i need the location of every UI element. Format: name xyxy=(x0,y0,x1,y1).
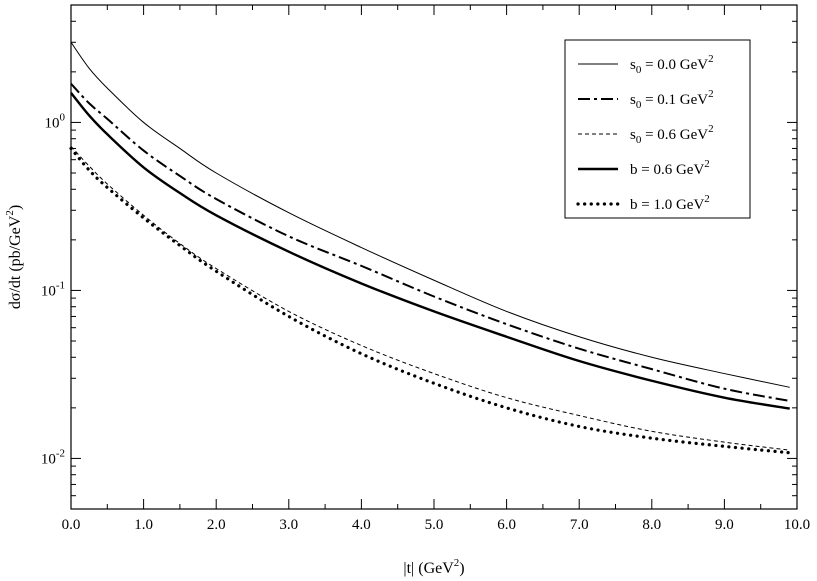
x-axis-ticks: 0.0 1.0 2.0 3.0 4.0 5.0 6.0 7.0 8.0 9.0 10.0 xyxy=(62,5,810,533)
series-lines xyxy=(69,41,792,455)
series-line-1 xyxy=(70,41,790,388)
series-line-2 xyxy=(70,83,790,402)
x-tick-label: 8.0 xyxy=(642,517,661,533)
y-tick-label: 10-1 xyxy=(41,279,65,299)
x-tick-label: 2.0 xyxy=(207,517,226,533)
x-tick-label: 7.0 xyxy=(570,517,589,533)
legend-label-5: b = 1.0 GeV2 xyxy=(630,193,710,213)
legend-items: s0 = 0.0 GeV2 s0 = 0.1 GeV2 s0 = 0.6 GeV2 b… xyxy=(576,53,714,213)
x-tick-label: 4.0 xyxy=(352,517,371,533)
x-tick-label: 10.0 xyxy=(784,517,810,533)
x-tick-label: 9.0 xyxy=(715,517,734,533)
legend-label-2: s0 = 0.1 GeV2 xyxy=(630,88,714,111)
legend-box xyxy=(564,39,751,219)
legend-label-4: b = 0.6 GeV2 xyxy=(630,158,710,178)
legend-label-1: s0 = 0.0 GeV2 xyxy=(630,53,714,76)
x-tick-label: 1.0 xyxy=(134,517,153,533)
x-tick-label: 0.0 xyxy=(62,517,81,533)
y-tick-label: 10-2 xyxy=(41,447,65,467)
y-axis-ticks: 100 10-1 10-2 xyxy=(41,4,797,510)
x-tick-label: 3.0 xyxy=(279,517,298,533)
y-tick-label: 100 xyxy=(45,111,66,131)
legend: s0 = 0.0 GeV2 s0 = 0.1 GeV2 s0 = 0.6 GeV2 b… xyxy=(564,39,751,219)
x-tick-label: 5.0 xyxy=(425,517,444,533)
y-axis-title: dσ/dt (pb/GeV2) xyxy=(4,205,24,309)
x-axis-title: |t| (GeV2) xyxy=(403,557,464,577)
series-line-3 xyxy=(70,146,790,451)
x-tick-label: 6.0 xyxy=(497,517,516,533)
series-line-5 xyxy=(69,146,792,455)
legend-label-3: s0 = 0.6 GeV2 xyxy=(630,123,714,146)
series-line-4 xyxy=(70,92,790,410)
